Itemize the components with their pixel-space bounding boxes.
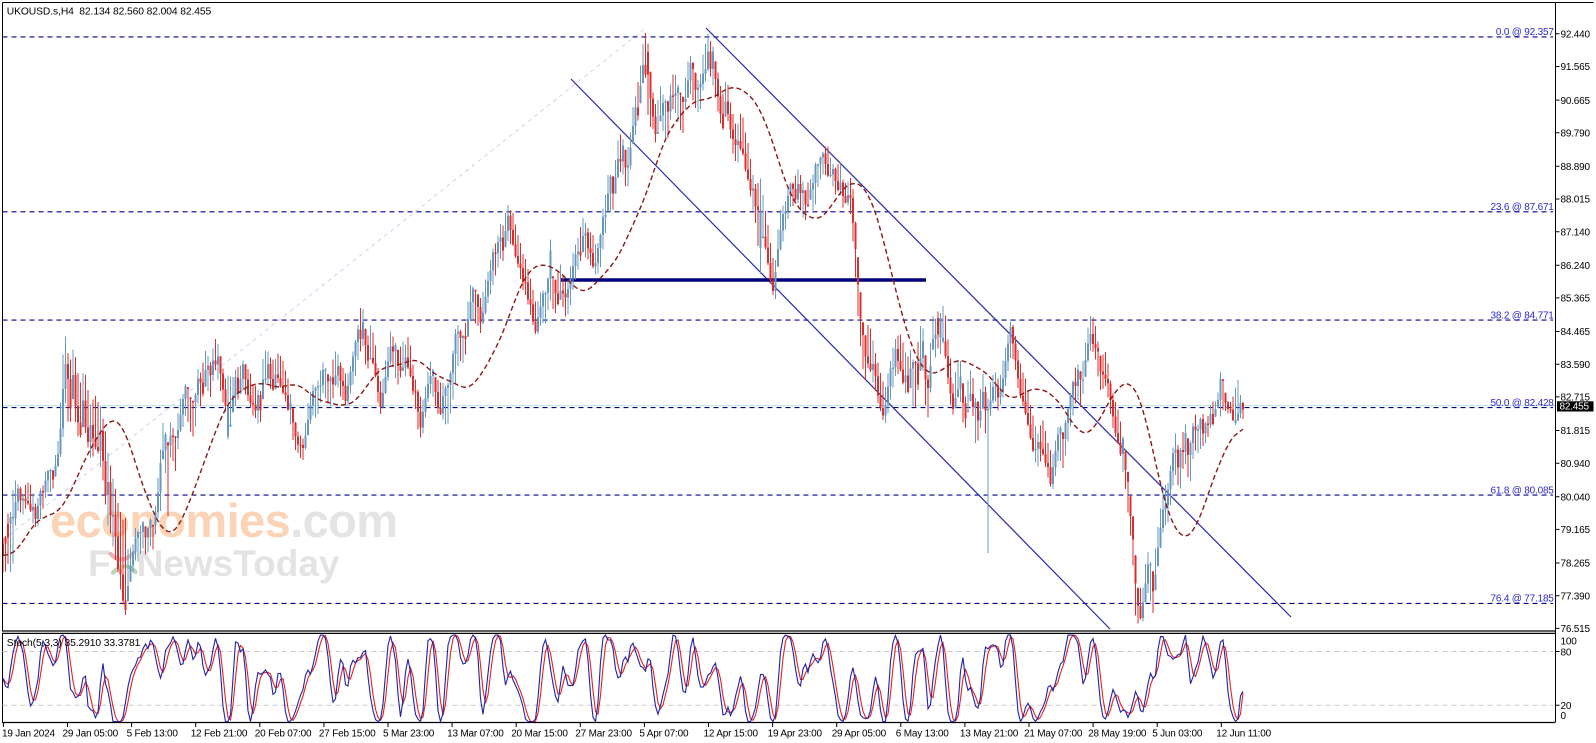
svg-text:21 May 07:00: 21 May 07:00 [1024,729,1083,740]
svg-text:82.715: 82.715 [1561,393,1591,404]
svg-text:76.4 @ 77.185: 76.4 @ 77.185 [1491,594,1555,605]
svg-text:5 Feb 13:00: 5 Feb 13:00 [127,729,179,740]
svg-text:20 Mar 15:00: 20 Mar 15:00 [511,729,568,740]
svg-text:88.015: 88.015 [1561,195,1591,206]
svg-text:80: 80 [1561,648,1572,659]
svg-text:81.815: 81.815 [1561,426,1591,437]
svg-text:29 Jan 05:00: 29 Jan 05:00 [63,729,119,740]
svg-text:84.465: 84.465 [1561,327,1591,338]
svg-text:76.515: 76.515 [1561,624,1591,635]
svg-text:92.440: 92.440 [1561,30,1591,41]
svg-text:20 Feb 07:00: 20 Feb 07:00 [255,729,312,740]
svg-text:27 Mar 23:00: 27 Mar 23:00 [575,729,632,740]
svg-text:88.890: 88.890 [1561,162,1591,173]
svg-text:23.6 @ 87.671: 23.6 @ 87.671 [1491,202,1555,213]
svg-text:12 Jun 11:00: 12 Jun 11:00 [1216,729,1271,740]
svg-text:50.0 @ 82.428: 50.0 @ 82.428 [1491,398,1555,409]
svg-text:19 Apr 23:00: 19 Apr 23:00 [768,729,823,740]
svg-text:12 Feb 21:00: 12 Feb 21:00 [191,729,248,740]
svg-text:0.0 @ 92.357: 0.0 @ 92.357 [1496,27,1554,38]
svg-text:13 May 21:00: 13 May 21:00 [960,729,1019,740]
svg-text:77.390: 77.390 [1561,591,1591,602]
svg-text:27 Feb 15:00: 27 Feb 15:00 [319,729,376,740]
svg-text:89.790: 89.790 [1561,128,1591,139]
svg-text:38.2 @ 84.771: 38.2 @ 84.771 [1491,310,1555,321]
svg-text:85.365: 85.365 [1561,294,1591,305]
svg-text:28 May 19:00: 28 May 19:00 [1088,729,1147,740]
svg-text:79.165: 79.165 [1561,525,1591,536]
svg-text:100: 100 [1561,636,1578,647]
svg-text:5 Jun 03:00: 5 Jun 03:00 [1152,729,1203,740]
svg-text:6 May 13:00: 6 May 13:00 [896,729,949,740]
svg-text:UKOUSD.s,H4 82.134 82.560 82.: UKOUSD.s,H4 82.134 82.560 82.004 82.455 [7,6,212,17]
svg-text:90.665: 90.665 [1561,96,1591,107]
svg-text:20: 20 [1561,701,1572,712]
svg-text:5 Mar 23:00: 5 Mar 23:00 [383,729,435,740]
svg-text:19 Jan 2024: 19 Jan 2024 [2,729,55,740]
svg-text:economies.com: economies.com [50,494,397,547]
svg-text:80.040: 80.040 [1561,493,1591,504]
svg-text:83.590: 83.590 [1561,360,1591,371]
svg-text:80.940: 80.940 [1561,459,1591,470]
svg-text:0: 0 [1561,711,1567,722]
svg-text:5 Apr 07:00: 5 Apr 07:00 [639,729,689,740]
svg-text:12 Apr 15:00: 12 Apr 15:00 [704,729,759,740]
svg-text:87.140: 87.140 [1561,227,1591,238]
svg-text:82.455: 82.455 [1560,402,1590,413]
svg-text:13 Mar 07:00: 13 Mar 07:00 [447,729,504,740]
svg-text:78.265: 78.265 [1561,559,1591,570]
svg-text:86.240: 86.240 [1561,261,1591,272]
svg-text:61.8 @ 80.085: 61.8 @ 80.085 [1491,485,1555,496]
svg-text:29 Apr 05:00: 29 Apr 05:00 [832,729,887,740]
svg-text:91.565: 91.565 [1561,62,1591,73]
svg-text:Stoch(5,3,3) 35.2910 33.3781: Stoch(5,3,3) 35.2910 33.3781 [7,638,141,649]
